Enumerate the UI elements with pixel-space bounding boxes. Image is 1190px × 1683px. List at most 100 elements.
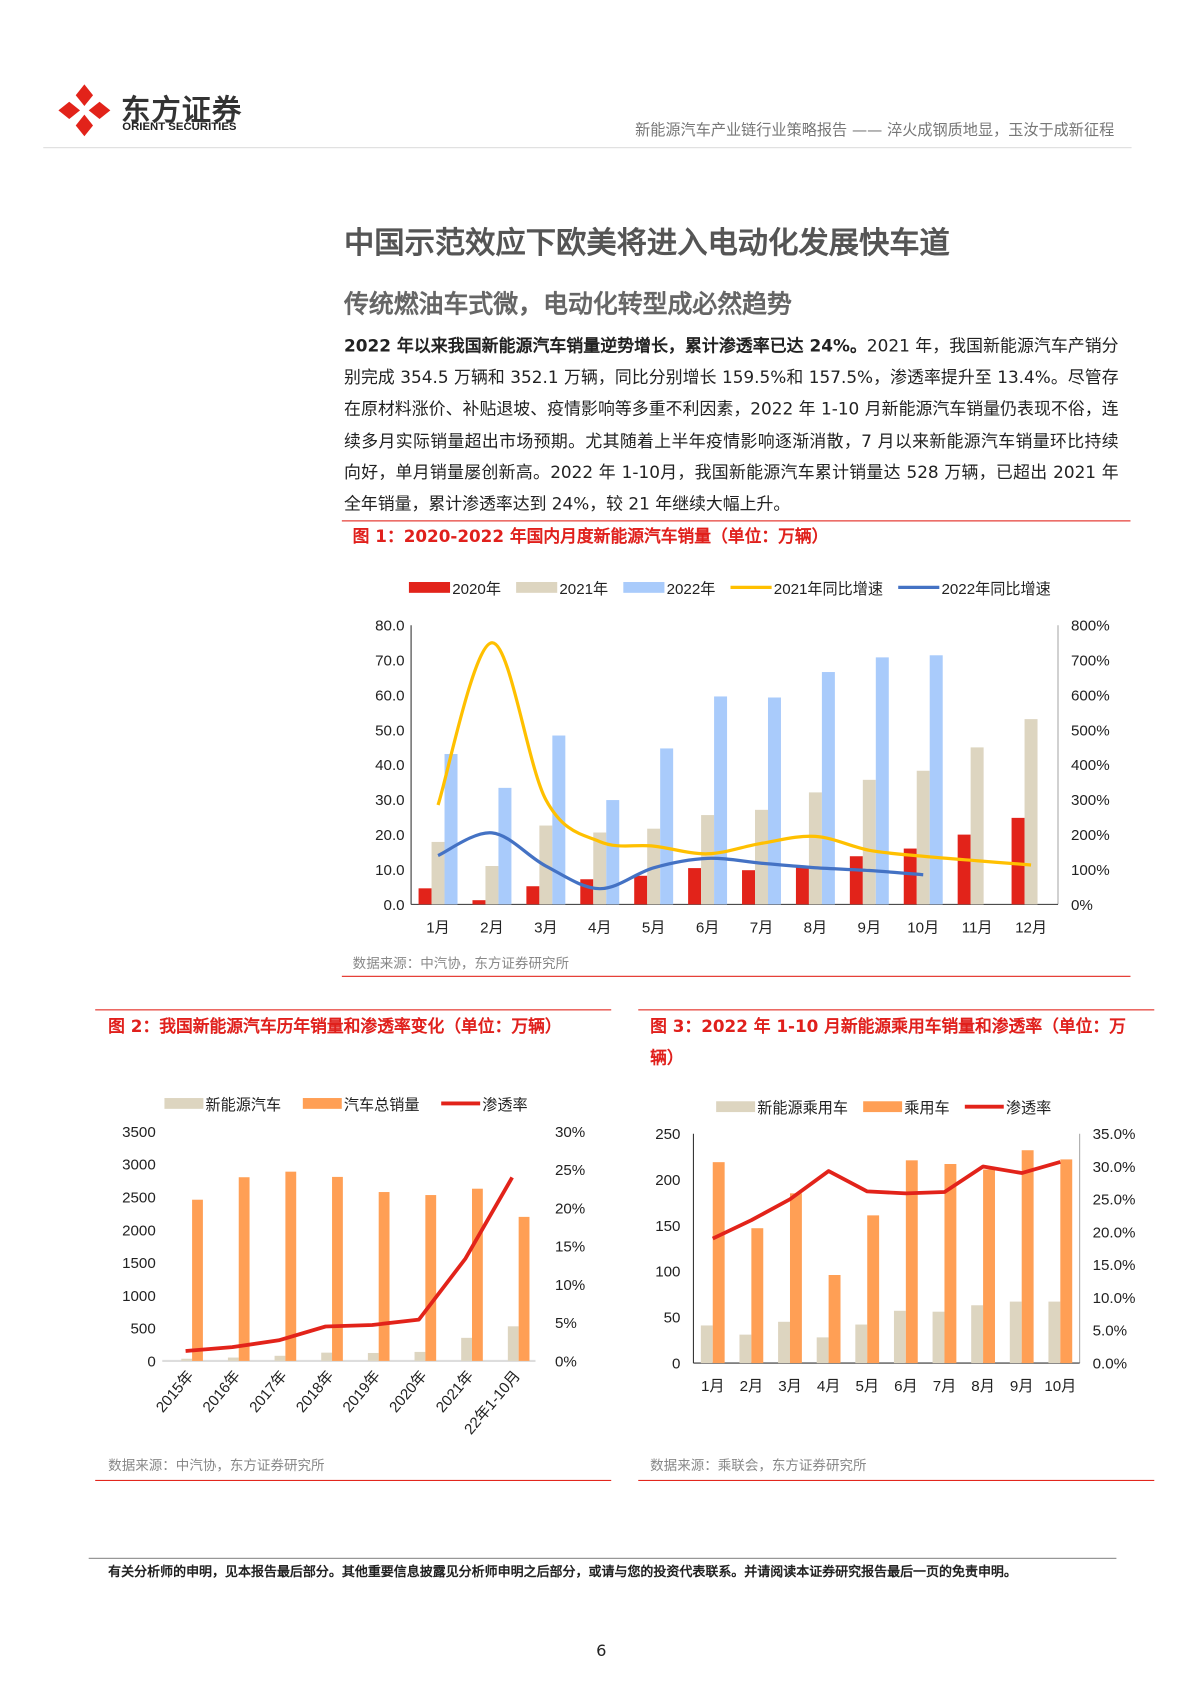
fig2-legend-swatch [164,1098,204,1109]
fig3-right-tick-label: 30.0% [1093,1159,1136,1176]
fig2-bar-新能源汽车 [461,1337,473,1361]
fig1-x-tick-label: 9月 [858,920,882,937]
fig3-bar-新能源乘用车 [1009,1301,1022,1364]
fig3-bar-乘用车 [789,1193,802,1364]
fig1-legend-swatch [516,582,558,593]
fig3-left-tick-label: 200 [655,1172,680,1189]
fig3-right-tick-label: 5.0% [1093,1323,1127,1340]
fig2-bar-汽车总销量 [518,1216,530,1361]
fig3-bar-新能源乘用车 [1048,1301,1061,1364]
fig1-bar-2020年 [634,875,648,905]
fig2-top-rule [95,1009,612,1011]
fig1-legend-swatch [623,582,665,593]
fig3-top-rule [638,1009,1155,1011]
fig3-bar-乘用车 [944,1163,957,1364]
fig3-bar-乘用车 [867,1215,880,1364]
fig2-bar-汽车总销量 [285,1171,297,1361]
fig3-title-line1: 图 3：2022 年 1-10 月新能源乘用车销量和渗透率（单位：万 [650,1016,1126,1037]
fig3-legend-swatch [716,1101,756,1113]
fig1-x-tick-label: 12月 [1015,920,1047,937]
fig1-bar-2022年 [767,697,781,905]
fig1-right-tick-label: 400% [1071,757,1110,774]
fig1-bar-2022年 [444,754,458,905]
fig2-legend-label: 渗透率 [482,1097,527,1114]
fig2-left-tick-label: 3500 [122,1124,156,1141]
company-name-en: ORIENT SECURITIES [122,120,237,134]
fig1-bar-2021年 [755,809,768,905]
fig3-x-tick-label: 5月 [855,1378,879,1395]
paragraph-body: 2021 年，我国新能源汽车产销分别完成 354.5 万辆和 352.1 万辆，… [344,336,1119,514]
fig1-x-tick-label: 1月 [426,920,450,937]
fig1-left-tick-label: 70.0 [375,653,404,670]
fig3-bar-乘用车 [828,1275,841,1364]
fig3-bar-乘用车 [1060,1159,1073,1364]
fig1-x-tick-label: 10月 [907,920,939,937]
fig1-bar-2020年 [688,868,702,905]
fig1-bar-2020年 [903,848,917,905]
fig2-right-tick-label: 0% [555,1353,577,1370]
fig1-legend-label: 2021年 [559,581,608,598]
fig3-x-tick-label: 9月 [1010,1378,1034,1395]
fig2-right-tick-label: 25% [555,1162,585,1179]
fig2-bar-新能源汽车 [507,1326,519,1361]
fig1-bar-2022年 [606,800,620,905]
fig3-x-tick-label: 8月 [971,1378,995,1395]
fig3-right-tick-label: 0.0% [1093,1355,1127,1372]
fig2-bottom-rule [95,1479,612,1481]
fig2-x-tick-label: 2020年 [386,1368,430,1416]
fig1-bar-2020年 [418,888,432,905]
fig1-right-tick-label: 800% [1071,618,1110,635]
fig2-bar-新能源汽车 [367,1352,379,1361]
fig2-left-tick-label: 1000 [122,1288,156,1305]
fig2-right-tick-label: 30% [555,1124,585,1141]
fig2-x-tick-label: 2017年 [246,1368,290,1416]
fig1-bar-2020年 [580,879,594,905]
fig2-x-tick-label: 2016年 [200,1368,244,1416]
fig3-bar-新能源乘用车 [893,1310,906,1364]
fig1-legend-label: 2021年同比增速 [774,581,883,598]
fig1-bar-2022年 [875,657,889,905]
fig3-x-tick-label: 6月 [894,1378,918,1395]
footer-disclaimer: 有关分析师的申明，见本报告最后部分。其他重要信息披露见分析师申明之后部分，或请与… [108,1564,1017,1580]
fig2-legend-label: 汽车总销量 [344,1097,420,1114]
fig1-bar-2020年 [795,866,809,905]
fig1-legend-swatch [408,582,451,593]
fig1-bar-2022年 [929,655,943,905]
fig2-right-tick-label: 5% [555,1315,577,1332]
fig3-bar-新能源乘用车 [700,1325,713,1364]
fig1-x-tick-label: 4月 [588,920,612,937]
fig2-left-tick-label: 2000 [122,1222,156,1239]
fig1-bar-2021年 [593,832,607,905]
fig1-line-2021年同比增速 [436,641,1032,867]
company-name-cn: 东方证券 [121,94,243,128]
fig1-left-tick-label: 80.0 [375,618,404,635]
fig1-bar-2021年 [1024,719,1038,905]
fig2-left-tick-label: 0 [147,1353,155,1370]
fig3-left-tick-label: 100 [655,1264,680,1281]
fig1-bar-2021年 [916,770,930,905]
fig3-source: 数据来源：乘联会，东方证券研究所 [650,1457,867,1474]
fig1-left-tick-label: 30.0 [375,792,404,809]
fig2-bar-汽车总销量 [378,1192,390,1361]
subsection-title: 传统燃油车式微，电动化转型成必然趋势 [344,291,792,320]
fig3-x-tick-label: 3月 [778,1378,802,1395]
body-paragraph: 2022 年以来我国新能源汽车销量逆势增长，累计渗透率已达 24%。2021 年… [344,331,1119,521]
fig2-right-tick-label: 20% [555,1200,585,1217]
fig2-x-tick-label: 2021年 [433,1368,477,1416]
fig1-bar-2020年 [472,900,486,905]
fig3-bar-新能源乘用车 [778,1321,790,1364]
page-number: 6 [596,1641,607,1661]
fig2-line-渗透率 [185,1176,514,1353]
fig1-bar-2022年 [660,748,674,905]
fig3-legend-label: 乘用车 [904,1100,949,1117]
fig1-right-tick-label: 300% [1071,792,1110,809]
fig1-left-tick-label: 50.0 [375,722,404,739]
fig2-x-tick-label: 2018年 [293,1368,337,1416]
fig1-x-tick-label: 2月 [480,920,504,937]
fig1-bar-2021年 [808,792,822,905]
fig1-x-tick-label: 6月 [696,920,720,937]
fig2-bar-新能源汽车 [274,1355,286,1361]
fig1-left-tick-label: 60.0 [375,687,404,704]
fig3-x-tick-label: 2月 [740,1378,764,1395]
fig2-bar-新能源汽车 [414,1351,426,1361]
